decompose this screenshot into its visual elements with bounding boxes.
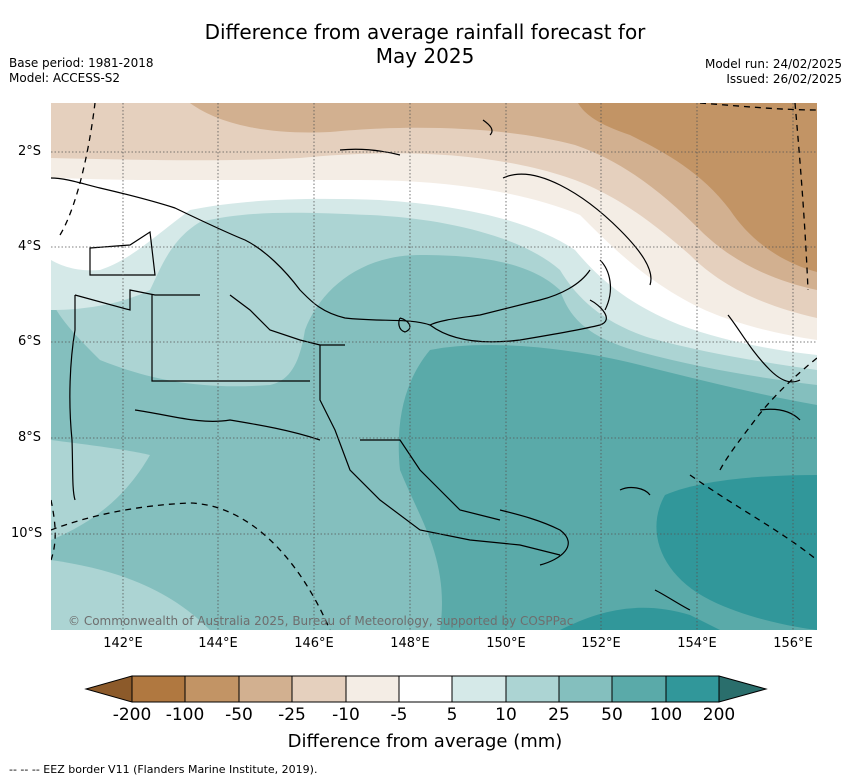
colorbar-label: 100 <box>649 705 683 725</box>
model-run: Model run: 24/02/2025 <box>704 57 842 71</box>
colorbar-label: -200 <box>112 705 152 725</box>
lat-tick-10s: 10°S <box>11 526 43 541</box>
colorbar <box>84 675 768 703</box>
colorbar-label: 50 <box>601 705 623 725</box>
zone-10-25-southwest <box>51 560 210 630</box>
colorbar-neg25-neg10 <box>291 675 347 703</box>
title-line-2: May 2025 <box>375 44 475 68</box>
colorbar-neg100-neg50 <box>184 675 240 703</box>
lat-tick-4s: 4°S <box>18 239 42 254</box>
lat-tick-6s: 6°S <box>18 334 42 349</box>
lat-tick-2s: 2°S <box>18 144 42 159</box>
eez-footnote: -- -- -- EEZ border V11 (Flanders Marine… <box>9 763 318 776</box>
colorbar-gt-200 <box>718 675 768 703</box>
issued-date: Issued: 26/02/2025 <box>726 72 842 86</box>
colorbar-label: 25 <box>548 705 570 725</box>
colorbar-neg5-5 <box>398 675 453 703</box>
base-period: Base period: 1981-2018 <box>9 56 154 70</box>
lon-tick-156e: 156°E <box>773 636 813 651</box>
zone-10-25-south <box>51 440 150 540</box>
lon-tick-142e: 142°E <box>103 636 143 651</box>
colorbar-label: -10 <box>332 705 360 725</box>
colorbar-label: 10 <box>495 705 517 725</box>
colorbar-50-100 <box>611 675 667 703</box>
colorbar-neg200-neg100 <box>131 675 186 703</box>
lon-tick-144e: 144°E <box>198 636 238 651</box>
colorbar-neg50-neg25 <box>238 675 293 703</box>
lat-tick-8s: 8°S <box>18 430 42 445</box>
title-line-1: Difference from average rainfall forecas… <box>204 20 646 44</box>
lon-tick-150e: 150°E <box>486 636 526 651</box>
colorbar-label: 5 <box>446 705 458 725</box>
meta-right: Model run: 24/02/2025 Issued: 26/02/2025 <box>705 57 842 87</box>
colorbar-label: 200 <box>702 705 736 725</box>
coastlines <box>51 119 801 611</box>
colorbar-label: -25 <box>278 705 306 725</box>
colorbar-lt-neg200 <box>84 675 133 703</box>
zone-neg100-neg50 <box>578 103 817 272</box>
colorbar-neg10-neg5 <box>345 675 400 703</box>
colorbar-5-10 <box>451 675 507 703</box>
lon-tick-148e: 148°E <box>390 636 430 651</box>
graticule <box>51 103 817 630</box>
colorbar-title: Difference from average (mm) <box>287 731 563 752</box>
rainfall-anomaly-layer <box>51 103 817 630</box>
model-name: Model: ACCESS-S2 <box>9 71 121 85</box>
colorbar-100-200 <box>665 675 720 703</box>
map-title: Difference from average rainfall forecas… <box>0 20 850 68</box>
copyright-notice: © Commonwealth of Australia 2025, Bureau… <box>68 614 574 628</box>
colorbar-label: -50 <box>225 705 253 725</box>
colorbar-10-25 <box>505 675 560 703</box>
colorbar-label: -5 <box>390 705 408 725</box>
lon-tick-154e: 154°E <box>677 636 717 651</box>
zone-100-200 <box>656 475 817 630</box>
colorbar-25-50 <box>558 675 613 703</box>
meta-left: Base period: 1981-2018 Model: ACCESS-S2 <box>9 56 154 86</box>
eez-borders <box>51 103 817 630</box>
lon-tick-152e: 152°E <box>581 636 621 651</box>
lon-tick-146e: 146°E <box>294 636 334 651</box>
colorbar-label: -100 <box>165 705 205 725</box>
zone-100-200-south <box>560 607 720 630</box>
